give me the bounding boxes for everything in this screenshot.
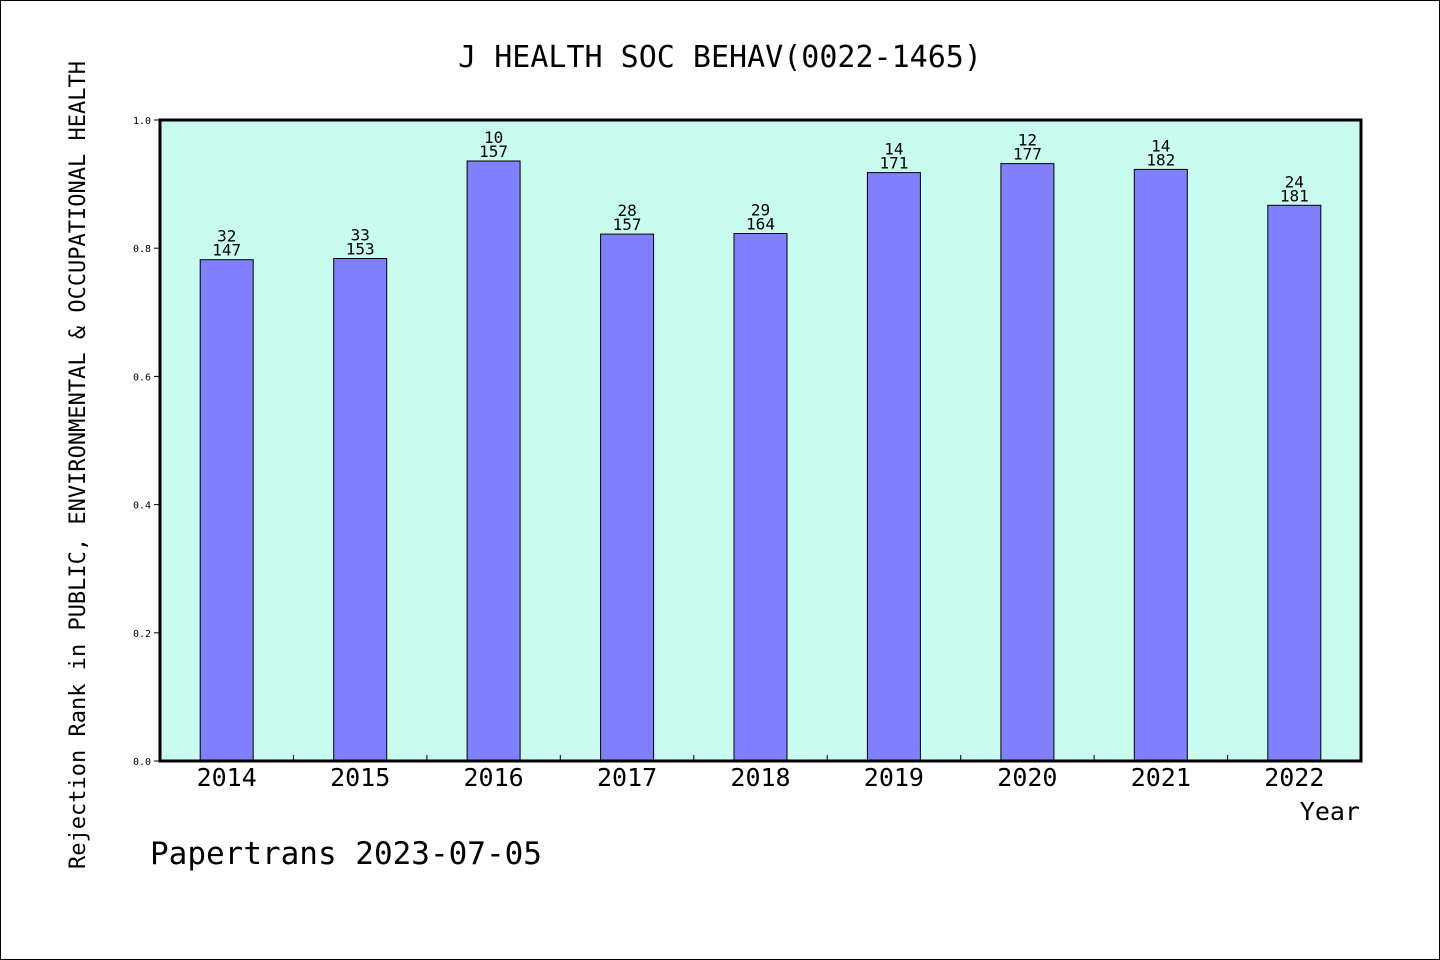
x-tick-label: 2021 <box>1131 763 1191 792</box>
bar-rank-label: 14 <box>1151 136 1170 155</box>
bar-2015 <box>333 258 388 762</box>
bar-rank-label: 12 <box>1018 131 1037 150</box>
bar-total-label: 181 <box>1280 186 1309 205</box>
bar-rank-label: 32 <box>217 227 236 246</box>
bars-group <box>199 160 1322 762</box>
x-tick-label: 2016 <box>463 763 523 792</box>
bar-total-label: 177 <box>1013 145 1042 164</box>
y-tick-label: 1.0 <box>133 116 151 127</box>
bar-2019 <box>866 172 921 762</box>
x-tick-label: 2017 <box>597 763 657 792</box>
plot-border <box>158 118 1363 763</box>
bar-total-label: 157 <box>613 215 642 234</box>
bar-total-label: 164 <box>746 215 775 234</box>
bar-2017 <box>600 233 655 762</box>
bar-rank-label: 33 <box>351 226 370 245</box>
footer-stamp: Papertrans 2023-07-05 <box>150 836 542 872</box>
y-axis-ticks: 0.0 0.2 0.4 0.6 0.8 1.0 <box>133 116 160 768</box>
bar-2014 <box>199 259 254 762</box>
bar-2021 <box>1133 168 1188 762</box>
bar-2016 <box>466 160 521 762</box>
x-axis-ticks: 2014 2015 2016 2017 2018 2019 2020 2021 2022 <box>197 755 1324 792</box>
y-tick-label: 0.0 <box>133 757 151 768</box>
y-tick-label: 0.4 <box>133 501 151 512</box>
y-axis-label: Rejection Rank in PUBLIC, ENVIRONMENTAL … <box>66 61 91 869</box>
bar-rank-label: 24 <box>1285 172 1304 191</box>
bar-2022 <box>1267 204 1322 762</box>
x-tick-label: 2019 <box>864 763 924 792</box>
bar-total-label: 157 <box>479 142 508 161</box>
x-tick-label: 2015 <box>330 763 390 792</box>
x-tick-label: 2018 <box>730 763 790 792</box>
bar-total-label: 153 <box>346 240 375 259</box>
bar-total-label: 182 <box>1146 150 1175 169</box>
y-tick-label: 0.2 <box>133 629 151 640</box>
y-tick-label: 0.8 <box>133 244 151 255</box>
x-axis-label: Year <box>1300 797 1360 826</box>
x-tick-label: 2022 <box>1264 763 1324 792</box>
x-tick-label: 2014 <box>197 763 257 792</box>
bar-2018 <box>733 233 788 762</box>
bar-rank-label: 28 <box>617 201 636 220</box>
bar-rank-label: 29 <box>751 201 770 220</box>
bar-rank-label: 14 <box>884 140 903 159</box>
bar-total-label: 147 <box>212 241 241 260</box>
bar-rank-label: 10 <box>484 128 503 147</box>
bar-total-label: 171 <box>879 154 908 173</box>
chart-title: J HEALTH SOC BEHAV(0022-1465) <box>458 40 982 75</box>
y-tick-label: 0.6 <box>133 372 151 383</box>
x-tick-label: 2020 <box>997 763 1057 792</box>
bar-2020 <box>1000 163 1055 762</box>
